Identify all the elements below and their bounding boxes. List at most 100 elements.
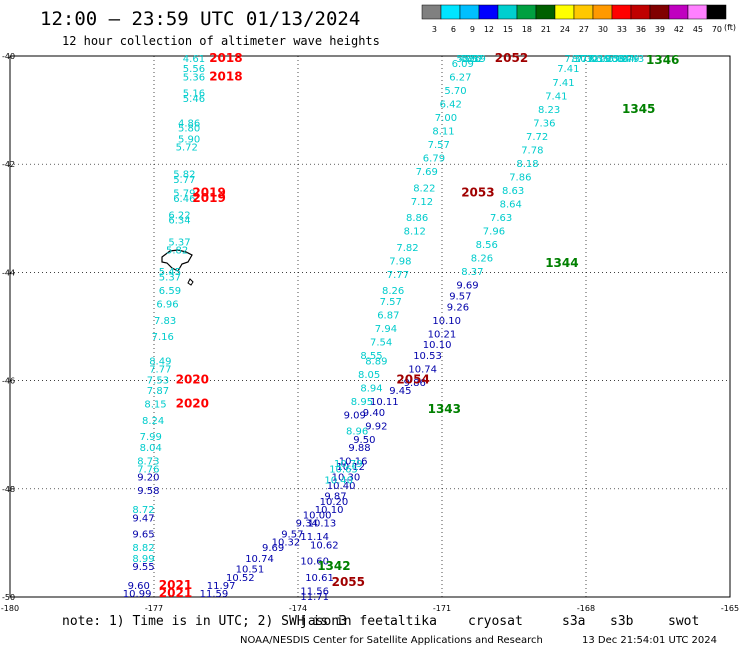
wave-height-value: 7.16 [152, 332, 174, 343]
colorbar-swatch [630, 4, 651, 20]
x-tick-label: -177 [145, 604, 163, 613]
wave-height-value: 7.83 [154, 316, 176, 327]
pass-time-label: 2053 [461, 186, 494, 200]
wave-height-value: 8.49 [149, 356, 171, 367]
wave-height-value: 10.21 [428, 329, 457, 340]
wave-height-value: 4.86 [178, 118, 200, 129]
wave-height-value: 9.57 [449, 291, 471, 302]
wave-height-value: 5.37 [168, 237, 190, 248]
pass-time-labels: 2018201820192019202020202021202120522053… [159, 51, 680, 600]
colorbar-tick: 70 [712, 25, 722, 34]
wave-height-value: 9.47 [132, 513, 154, 524]
mission-s3b: s3b [610, 614, 634, 629]
footer-timestamp: 13 Dec 21:54:01 UTC 2024 [582, 635, 717, 646]
wave-height-value: 7.99 [140, 432, 162, 443]
wave-height-value: 7.36 [533, 118, 555, 129]
colorbar-tick: 33 [617, 25, 627, 34]
wave-height-value: 8.94 [360, 383, 382, 394]
wave-height-value: 5.03 [456, 54, 478, 65]
mission-altika: altika [390, 614, 437, 629]
wave-height-value: 6.96 [156, 300, 178, 311]
wave-height-value: 7.30 [564, 54, 586, 65]
wave-height-value: 4.61 [183, 54, 205, 65]
wave-height-value: 5.46 [183, 94, 205, 105]
wave-height-value: 9.88 [348, 443, 370, 454]
wave-height-value: 10.40 [324, 475, 353, 486]
wave-height-value: 8.96 [346, 427, 368, 438]
wave-height-value: 7.63 [490, 213, 512, 224]
wave-height-value: 5.84 [612, 54, 634, 65]
colorbar-tick: 27 [579, 25, 589, 34]
wave-height-value: 10.10 [315, 505, 344, 516]
wave-height-value: 10.61 [305, 573, 334, 584]
wave-height-value: 10.79 [334, 459, 363, 470]
wave-height-value: 6.46 [173, 194, 195, 205]
wave-height-value: 10.11 [370, 397, 399, 408]
wave-height-value: 6.87 [377, 310, 399, 321]
axis-ticks: -180 -177 -174 -171 -168 -165 -40 -42 -44 -46 -48 -… [1, 52, 739, 613]
colorbar-swatch [516, 4, 537, 20]
colorbar-unit: (ft) [724, 23, 736, 32]
wave-height-value: 5.19 [464, 54, 486, 65]
colorbar-tick: 18 [522, 25, 532, 34]
wave-height-value: 9.09 [344, 410, 366, 421]
wave-height-value: 9.87 [324, 492, 346, 503]
pass-time-label: 2018 [209, 69, 242, 83]
wave-height-value: 6.00 [596, 54, 618, 65]
pass-time-label: 2020 [176, 372, 209, 386]
y-tick-label: -48 [2, 485, 15, 494]
wave-height-value: 9.50 [353, 435, 375, 446]
colorbar-swatch [611, 4, 632, 20]
wave-height-value: 11.71 [300, 592, 329, 603]
wave-height-value: 8.05 [358, 370, 380, 381]
wave-height-value: 10.99 [123, 589, 152, 600]
wave-height-value: 7.57 [428, 140, 450, 151]
wave-height-value: 10.62 [310, 540, 339, 551]
wave-height-value: 6.59 [159, 286, 181, 297]
wave-height-value: 8.26 [382, 286, 404, 297]
wave-height-value: 10.40 [327, 481, 356, 492]
wave-height-value: 8.55 [360, 351, 382, 362]
wave-height-value: 9.45 [389, 386, 411, 397]
wave-height-values: 4.615.565.36 5.165.46 4.865.805.905.72 5.82… [123, 54, 644, 603]
wave-height-value: 10.74 [408, 364, 437, 375]
wave-height-value: 10.00 [303, 511, 332, 522]
wave-height-value: 6.34 [168, 216, 190, 227]
colorbar-swatch [440, 4, 461, 20]
colorbar-swatch [421, 4, 442, 20]
x-tick-label: -168 [577, 604, 595, 613]
wave-height-value: 5.64 [608, 54, 630, 65]
wave-height-value: 5.45 [159, 267, 181, 278]
colorbar-swatch [706, 4, 727, 20]
wave-height-value: 7.69 [416, 167, 438, 178]
wave-height-value: 9.86 [404, 378, 426, 389]
wave-height-value: 5.77 [173, 175, 195, 186]
wave-height-value: 7.77 [387, 270, 409, 281]
y-tick-label: -46 [2, 377, 15, 386]
wave-height-value: 10.10 [432, 316, 461, 327]
wave-height-value: 8.63 [502, 186, 524, 197]
wave-height-value: 10.10 [423, 340, 452, 351]
y-tick-label: -42 [2, 160, 15, 169]
colorbar-swatch [535, 4, 556, 20]
wave-height-value: 5.37 [159, 273, 181, 284]
colorbar-tick: 39 [655, 25, 665, 34]
wave-height-value: 7.54 [370, 337, 392, 348]
wave-height-value: 8.89 [365, 356, 387, 367]
wave-height-value: 5.70 [444, 86, 466, 97]
wave-height-value: 8.77 [572, 54, 594, 65]
wave-height-value: 8.73 [137, 456, 159, 467]
wave-height-value: 8.12 [404, 227, 426, 238]
wave-height-value: 6.38 [603, 54, 625, 65]
colorbar-tick: 9 [470, 25, 475, 34]
wave-height-value: 8.18 [516, 159, 538, 170]
x-tick-label: -174 [289, 604, 307, 613]
wave-height-value: 7.03 [581, 54, 603, 65]
wave-height-value: 5.82 [166, 245, 188, 256]
wave-height-value: 8.24 [142, 416, 164, 427]
wave-height-value: 6.09 [452, 59, 474, 70]
wave-height-value: 11.14 [300, 532, 329, 543]
wave-height-value: 5.80 [178, 124, 200, 135]
wave-height-value: 6.79 [423, 153, 445, 164]
wave-height-value: 5.82 [173, 170, 195, 181]
